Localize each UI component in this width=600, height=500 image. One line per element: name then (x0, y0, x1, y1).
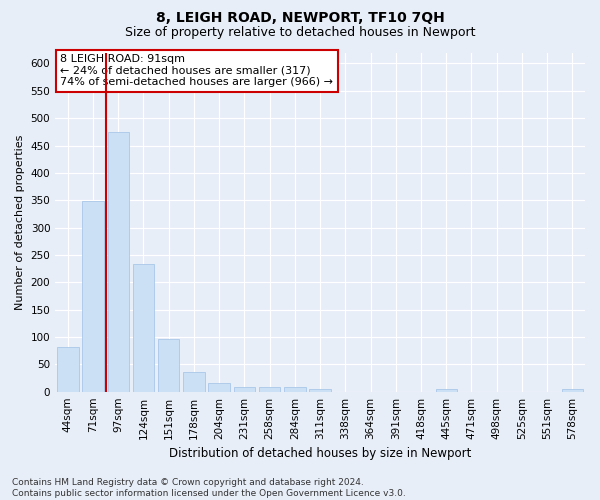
Bar (82, 202, 104, 392)
X-axis label: Distribution of detached houses by size in Newport: Distribution of detached houses by size … (169, 447, 471, 460)
Bar (158, 339, 179, 392)
Text: Size of property relative to detached houses in Newport: Size of property relative to detached ho… (125, 26, 475, 39)
Text: 8 LEIGH ROAD: 91sqm
← 24% of detached houses are smaller (317)
74% of semi-detac: 8 LEIGH ROAD: 91sqm ← 24% of detached ho… (61, 54, 334, 88)
Bar (183, 372, 205, 392)
Y-axis label: Number of detached properties: Number of detached properties (15, 134, 25, 310)
Text: 8, LEIGH ROAD, NEWPORT, TF10 7QH: 8, LEIGH ROAD, NEWPORT, TF10 7QH (155, 11, 445, 25)
Bar (310, 389, 331, 392)
Bar (284, 388, 305, 392)
Bar (233, 388, 255, 392)
Bar (107, 132, 129, 392)
Bar (562, 389, 583, 392)
Bar (133, 264, 154, 392)
Bar (57, 347, 79, 392)
Bar (436, 389, 457, 392)
Bar (208, 383, 230, 392)
Text: Contains HM Land Registry data © Crown copyright and database right 2024.
Contai: Contains HM Land Registry data © Crown c… (12, 478, 406, 498)
Bar (259, 388, 280, 392)
